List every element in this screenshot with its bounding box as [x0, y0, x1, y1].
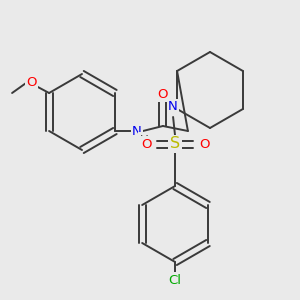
- Text: S: S: [170, 136, 180, 152]
- Text: O: O: [199, 137, 209, 151]
- Text: Cl: Cl: [169, 274, 182, 286]
- Text: O: O: [26, 76, 36, 89]
- Text: N: N: [168, 100, 178, 113]
- Text: N: N: [132, 124, 142, 137]
- Text: O: O: [158, 88, 168, 100]
- Text: O: O: [141, 137, 151, 151]
- Text: H: H: [140, 134, 148, 146]
